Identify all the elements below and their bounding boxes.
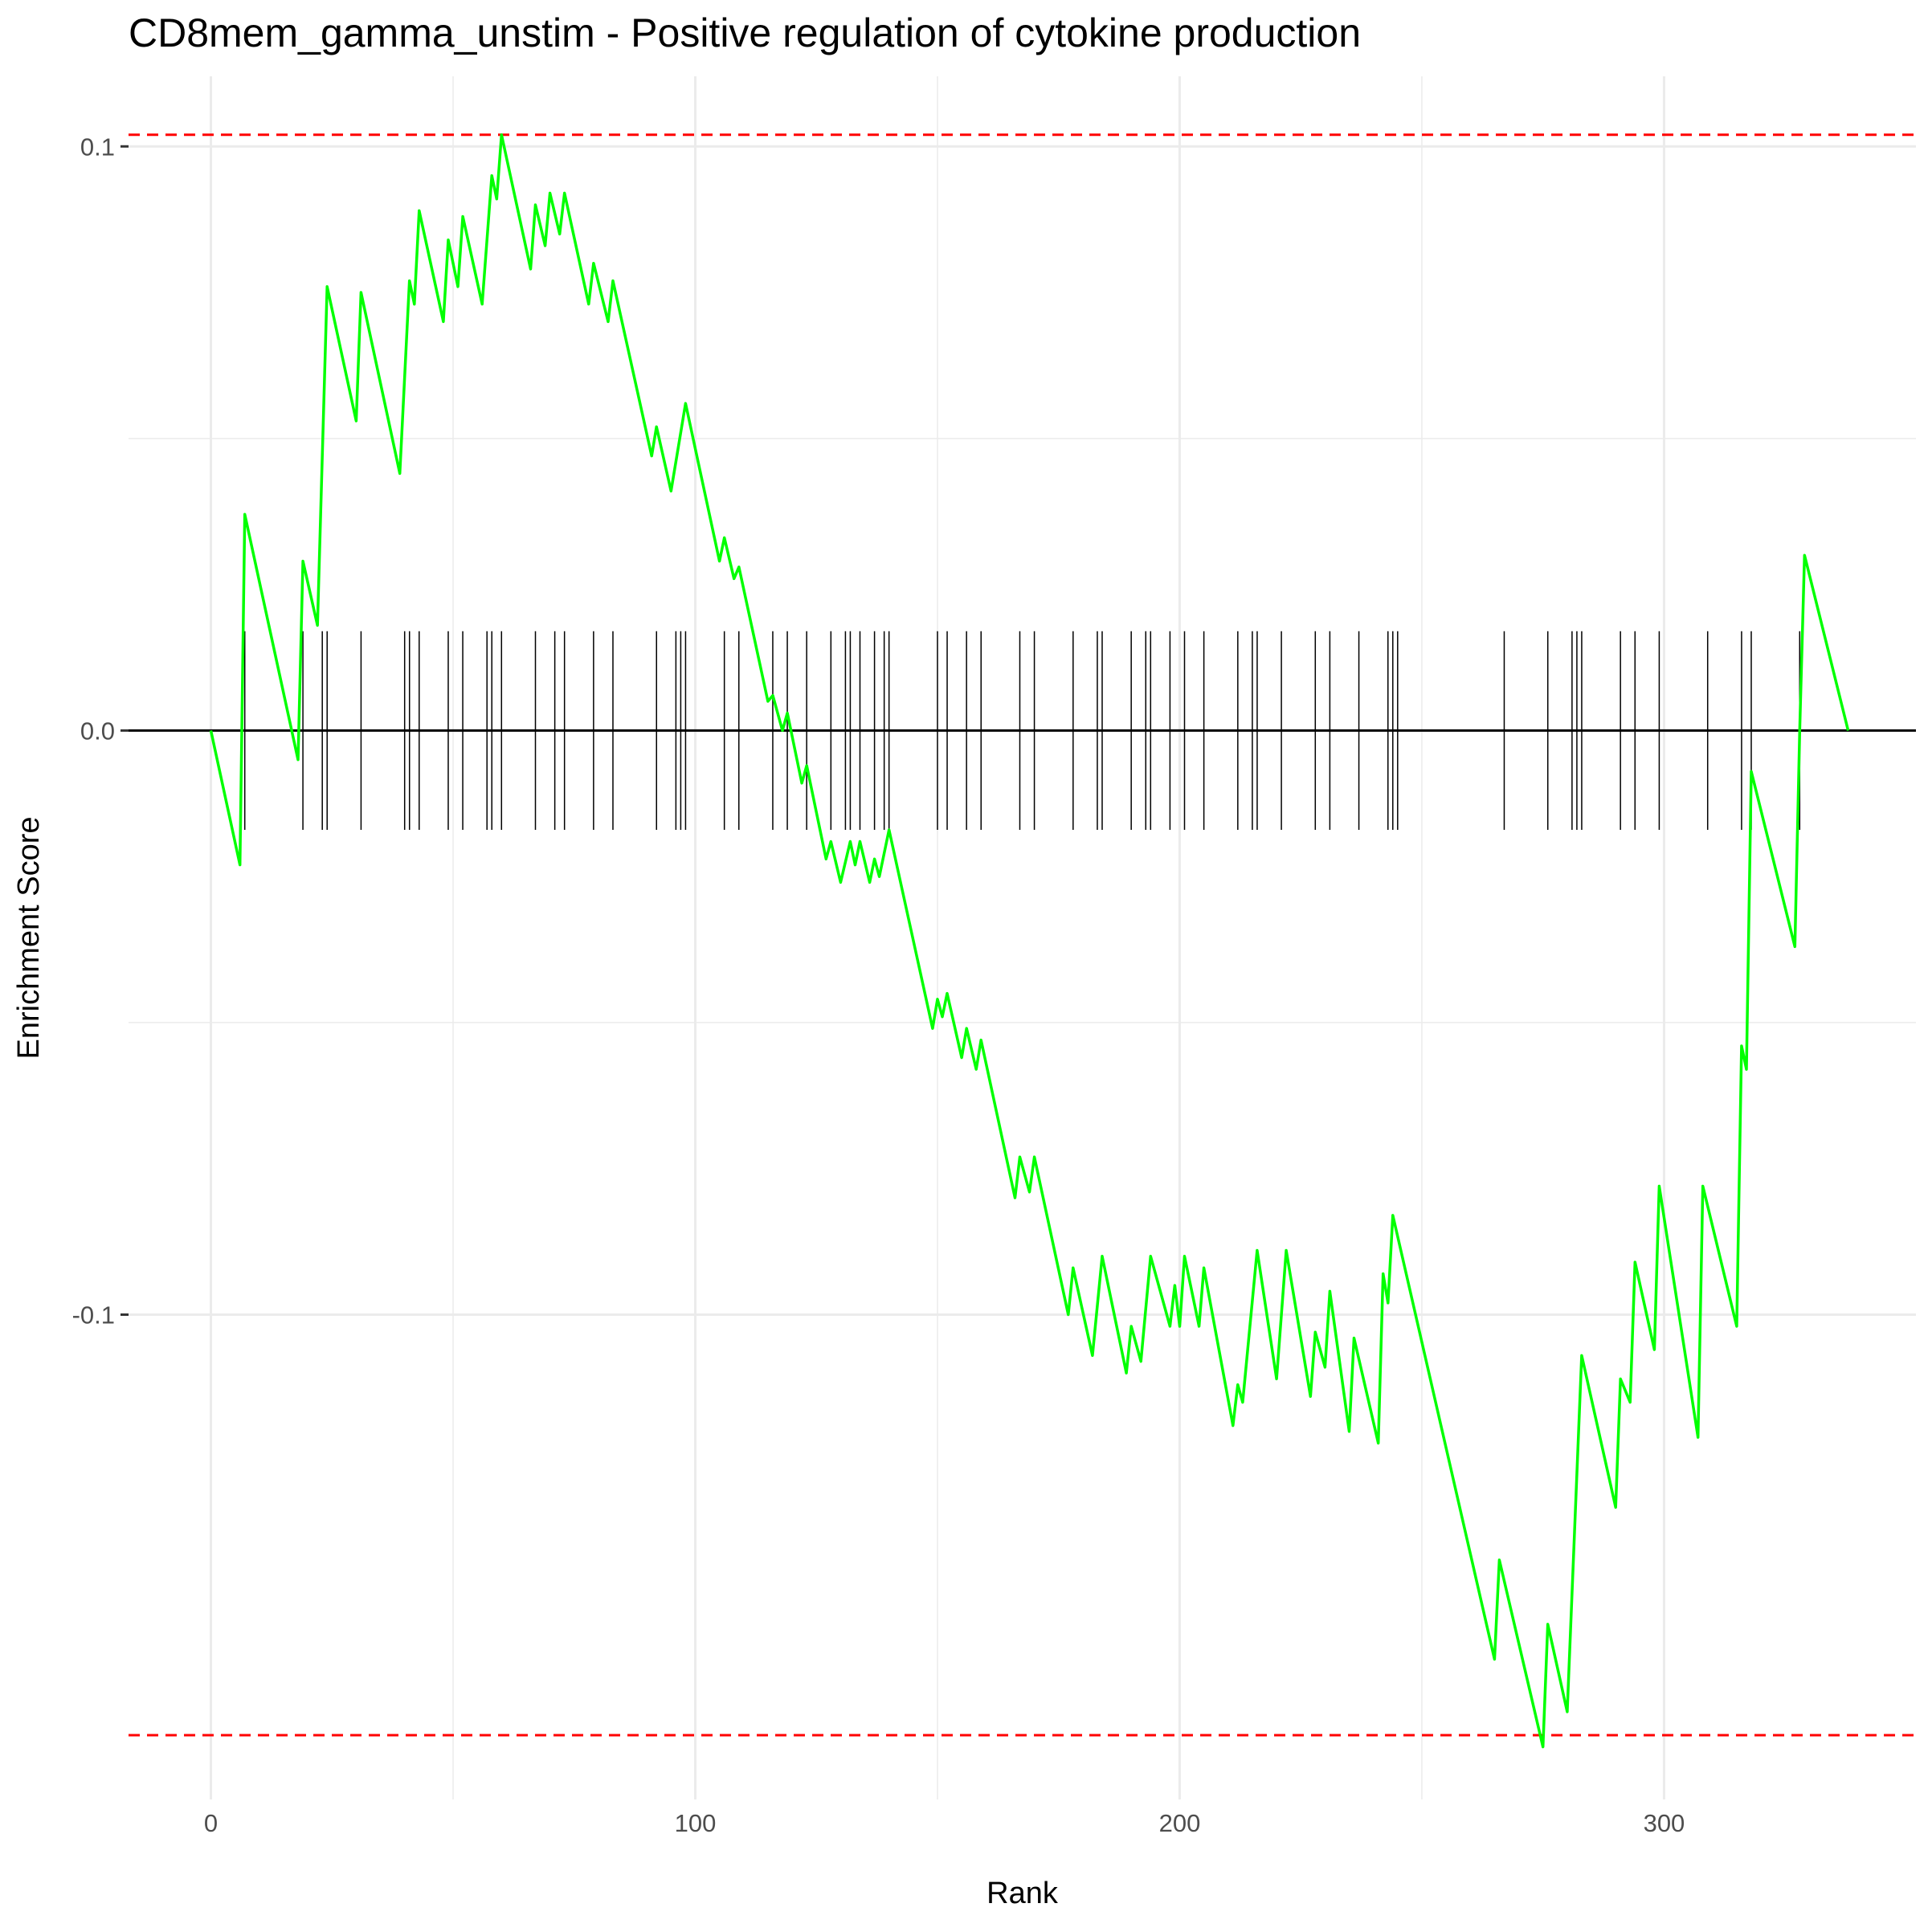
x-tick-label: 0 — [204, 1809, 218, 1837]
y-axis-title: Enrichment Score — [12, 816, 46, 1059]
x-tick-label: 100 — [675, 1809, 717, 1837]
y-tick-label: 0.0 — [80, 717, 115, 745]
enrichment-score-curve — [209, 133, 1850, 1749]
chart-title: CD8mem_gamma_unstim - Positive regulatio… — [129, 10, 1361, 55]
y-tick-label: -0.1 — [72, 1301, 115, 1329]
x-tick-label: 300 — [1644, 1809, 1685, 1837]
x-axis-title: Rank — [986, 1877, 1059, 1910]
x-axis-ticks: 0 100 200 300 — [204, 1809, 1685, 1837]
y-tick-label: 0.1 — [80, 133, 115, 161]
grid-lines — [129, 76, 1916, 1799]
x-tick-label: 200 — [1159, 1809, 1201, 1837]
y-axis-ticks: -0.1 0.0 0.1 — [72, 133, 129, 1329]
